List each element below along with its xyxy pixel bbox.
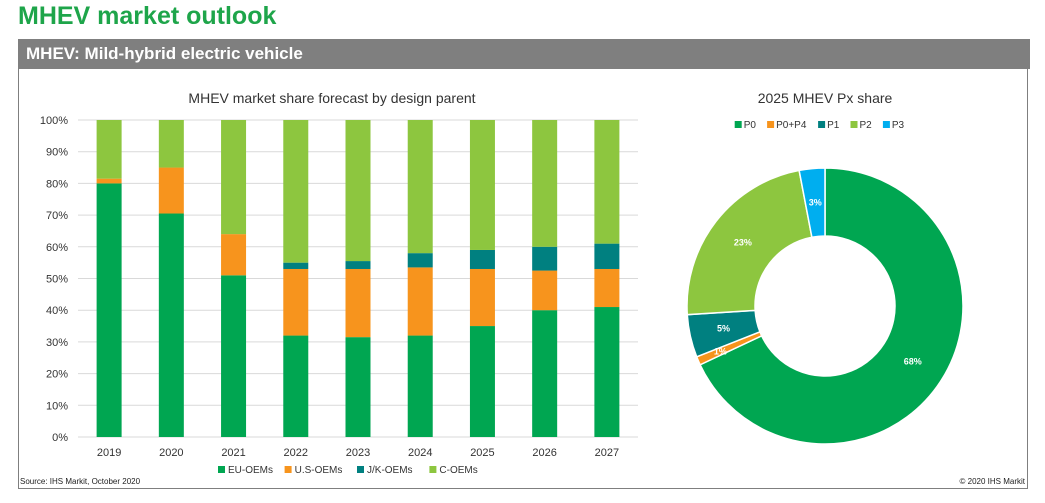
bar-segment [345, 268, 371, 338]
y-tick-label: 70% [46, 210, 68, 222]
bar-segment [532, 310, 558, 437]
bar-segment [345, 337, 371, 437]
bar-segment [283, 335, 309, 437]
bar-segment [283, 120, 309, 263]
y-tick-label: 90% [46, 147, 68, 159]
slice-label: 68% [904, 357, 922, 367]
bar-segment [469, 120, 495, 250]
y-tick-label: 60% [46, 242, 68, 254]
bar-segment [96, 120, 122, 179]
bar-segment [594, 120, 620, 244]
donut-slice [686, 169, 813, 316]
bar-segment [594, 268, 620, 308]
legend-swatch [734, 121, 742, 128]
legend-swatch [218, 466, 225, 473]
donut-slice [798, 167, 826, 239]
chart-panel [18, 69, 1028, 489]
bar-segment [407, 267, 433, 336]
y-tick-label: 10% [46, 400, 68, 412]
legend-label: U.S-OEMs [295, 465, 343, 476]
legend-label: P2 [860, 120, 873, 131]
bar-segment [96, 183, 122, 437]
bar-segment [532, 270, 558, 311]
legend-swatch [429, 466, 437, 473]
slice-label: 3% [809, 197, 822, 207]
page-title: MHEV market outlook [18, 2, 277, 30]
y-tick-label: 0% [52, 432, 68, 444]
x-tick-label: 2019 [97, 447, 121, 459]
bar-segment [221, 120, 247, 235]
bar-segment [221, 275, 247, 437]
bar-segment [158, 213, 184, 437]
x-tick-label: 2027 [595, 447, 619, 459]
y-tick-label: 40% [46, 305, 68, 317]
y-tick-label: 20% [46, 369, 68, 381]
bar-segment [532, 246, 558, 271]
bar-segment [469, 249, 495, 269]
x-tick-label: 2023 [346, 447, 370, 459]
copyright-note: © 2020 IHS Markit [959, 477, 1025, 486]
section-banner: MHEV: Mild-hybrid electric vehicle [18, 39, 1030, 69]
legend-label: C-OEMs [439, 465, 477, 476]
banner-text: MHEV: Mild-hybrid electric vehicle [26, 44, 303, 63]
donut-chart-title: 2025 MHEV Px share [758, 90, 893, 106]
bar-segment [407, 120, 433, 254]
legend-swatch [767, 121, 775, 128]
bar-segment [345, 261, 371, 269]
slice-label: 1% [714, 346, 727, 356]
bar-segment [283, 268, 309, 336]
x-tick-label: 2020 [159, 447, 183, 459]
legend-label: P3 [892, 120, 905, 131]
x-tick-label: 2026 [532, 447, 556, 459]
x-tick-label: 2024 [408, 447, 432, 459]
legend-swatch [357, 466, 364, 473]
y-tick-label: 50% [46, 274, 68, 286]
bar-chart: MHEV market share forecast by design par… [40, 90, 638, 476]
slice-label: 5% [717, 324, 730, 334]
x-tick-label: 2021 [221, 447, 245, 459]
bar-segment [594, 307, 620, 437]
slice-label: 23% [734, 237, 752, 247]
bar-segment [594, 243, 620, 269]
legend-swatch [818, 121, 826, 128]
bar-segment [158, 167, 184, 214]
bar-segment [407, 253, 433, 268]
donut-chart: 2025 MHEV Px share P0 P0+P4 P1 P2 P3 68% 1% 5%… [686, 90, 964, 445]
x-tick-label: 2022 [284, 447, 308, 459]
legend-swatch [882, 121, 890, 128]
legend-swatch [850, 121, 858, 128]
legend-label: P0 [744, 120, 757, 131]
bar-segment [407, 335, 433, 437]
legend-swatch [284, 466, 292, 473]
bar-segment [532, 120, 558, 247]
bar-segment [345, 120, 371, 262]
donut-slice [699, 167, 964, 445]
bar-segment [469, 268, 495, 327]
y-tick-label: 100% [40, 115, 68, 127]
source-note: Source: IHS Markit, October 2020 [20, 477, 141, 486]
legend-label: P1 [827, 120, 840, 131]
y-tick-label: 30% [46, 337, 68, 349]
bar-segment [96, 178, 122, 184]
legend-label: J/K-OEMs [367, 465, 413, 476]
y-tick-label: 80% [46, 178, 68, 190]
legend-label: EU-OEMs [228, 465, 273, 476]
bar-chart-title: MHEV market share forecast by design par… [188, 90, 475, 106]
bar-segment [221, 234, 247, 276]
bar-segment [158, 120, 184, 168]
bar-segment [283, 262, 309, 269]
bar-segment [469, 326, 495, 437]
x-tick-label: 2025 [470, 447, 494, 459]
legend-label: P0+P4 [776, 120, 807, 131]
